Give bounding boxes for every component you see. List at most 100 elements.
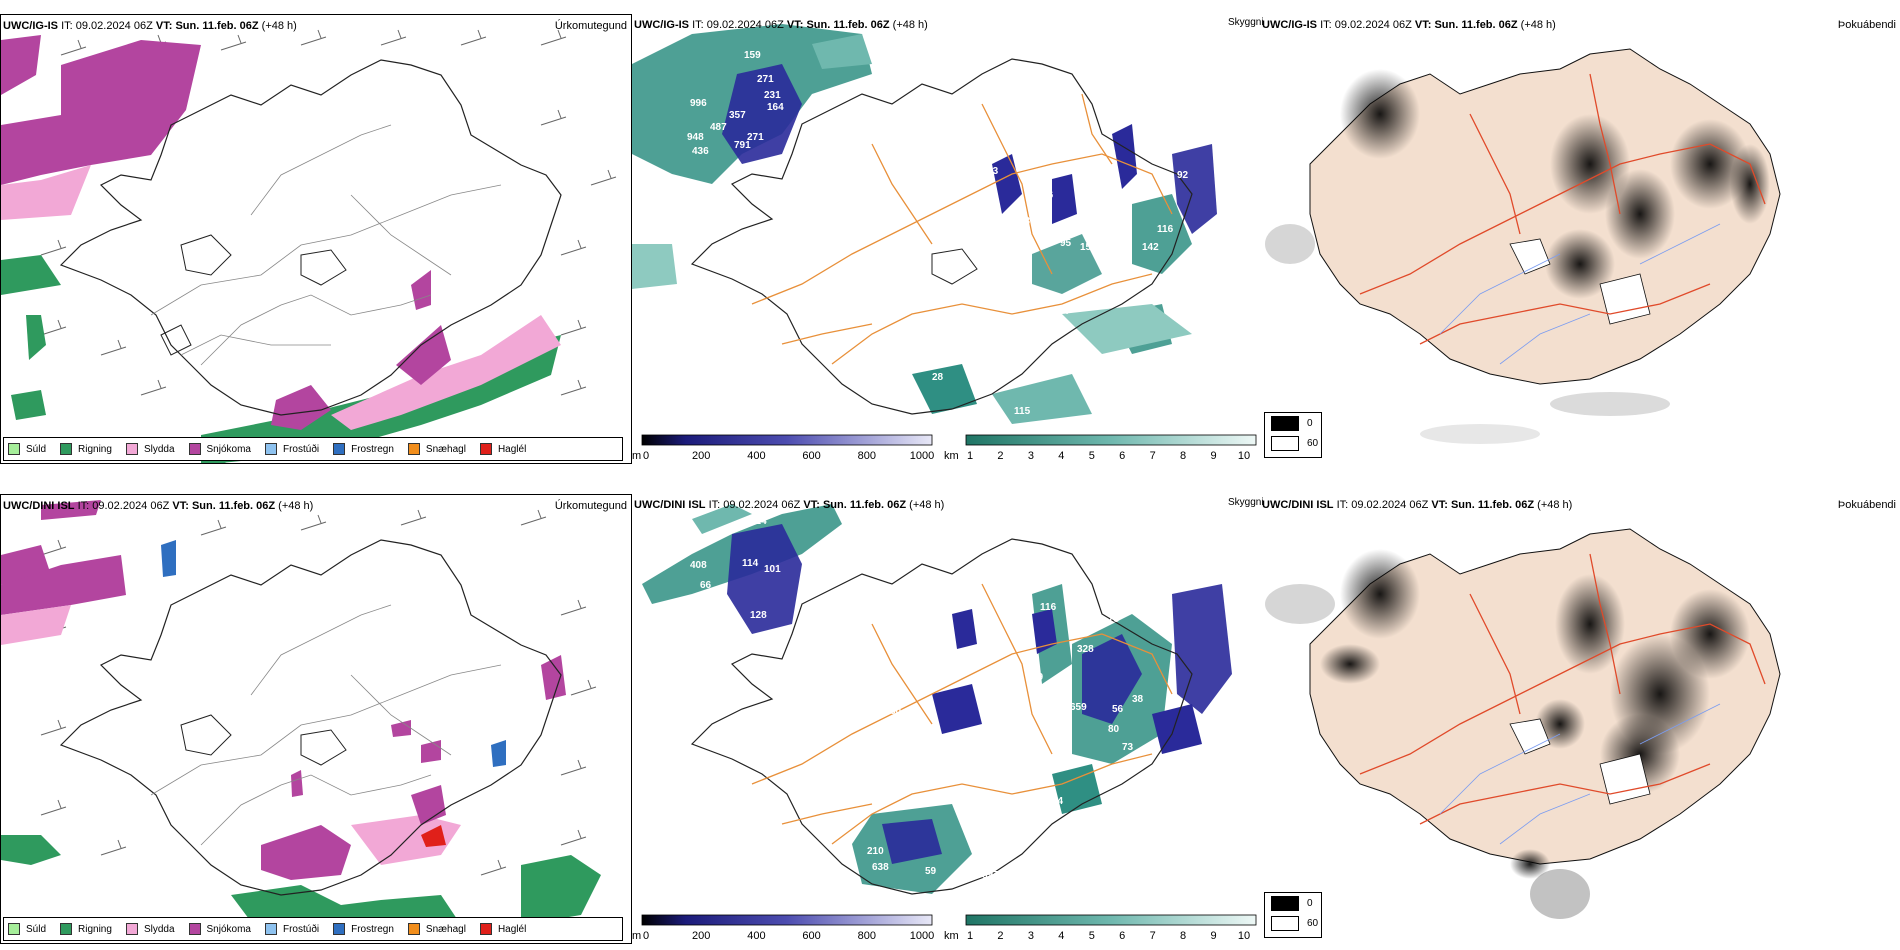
ceiling-value-label: 897 <box>982 870 999 881</box>
ceiling-value-label: 357 <box>729 110 746 121</box>
panel-label: Úrkomutegund <box>554 20 627 32</box>
ceiling-value-label: 78 <box>1108 614 1120 625</box>
ceiling-value-label: 124 <box>750 516 767 527</box>
legend-label: Frostregn <box>351 923 394 935</box>
colorbar-tick-label: 0 <box>642 930 650 942</box>
ceiling-value-label: 116 <box>1040 602 1057 613</box>
visibility-unit: km <box>944 930 959 942</box>
legend-swatch <box>188 443 201 455</box>
ceiling-value-label: 231 <box>764 90 781 101</box>
precip-map-top <box>1 29 617 463</box>
cloud-legend-bottom: 0 60 <box>1264 892 1322 938</box>
ceiling-value-label: 328 <box>1077 644 1094 655</box>
ceiling-value-label: 254 <box>1052 306 1069 317</box>
colorbar-tick-label: 2 <box>997 930 1004 942</box>
ceiling-value-label: 73 <box>1122 742 1134 753</box>
ceiling-colorbar-bottom: m 0 200 400 600 800 1000 <box>632 914 942 944</box>
legend-item: Slydda <box>125 923 175 935</box>
ceiling-value-label: 791 <box>734 140 751 151</box>
panel-title: UWC/DINI ISL IT: 09.02.2024 06Z VT: Sun.… <box>3 500 314 512</box>
ceiling-map-bottom: 124 408 114 101 66 128 95 116 78 328 80 59 95 659 56 38… <box>642 504 1232 895</box>
colorbar-tick-label: 7 <box>1149 450 1156 462</box>
colorbar-tick-label: 10 <box>1237 930 1251 942</box>
corner-label-top: Skyggni <box>1228 17 1264 28</box>
colorbar-tick-label: 1 <box>966 930 974 942</box>
ceiling-value-label: 408 <box>690 560 707 571</box>
ceiling-value-label: 271 <box>757 74 774 85</box>
panel-title: UWC/DINI ISL IT: 09.02.2024 06Z VT: Sun.… <box>1262 499 1573 511</box>
legend-swatch <box>333 923 346 935</box>
panel-precip-type-top: UWC/IG-IS IT: 09.02.2024 06Z VT: Sun. 11… <box>0 14 632 464</box>
colorbar-tick-label: 5 <box>1088 930 1095 942</box>
legend-item: Rigning <box>60 923 112 935</box>
colorbar-tick-label: 1000 <box>909 930 935 942</box>
visibility-colorbar-bottom: km 1 2 3 4 5 6 7 8 9 10 <box>944 914 1260 944</box>
legend-swatch <box>479 923 492 935</box>
legend-item: Snjókoma <box>188 923 251 935</box>
colorbar-tick-label: 3 <box>1027 930 1034 942</box>
ceiling-value-label: 80 <box>1108 724 1120 735</box>
legend-item: Súld <box>8 923 46 935</box>
panel-title: UWC/IG-IS IT: 09.02.2024 06Z VT: Sun. 11… <box>1262 19 1556 31</box>
panel-label: Þokuábendi <box>1837 499 1896 511</box>
colorbar-tick-label: 10 <box>1237 450 1251 462</box>
legend-item: Haglél <box>479 443 526 455</box>
panel-fog-bottom: UWC/DINI ISL IT: 09.02.2024 06Z VT: Sun.… <box>1260 494 1900 944</box>
legend-label: Frostúði <box>282 443 320 455</box>
colorbar-tick-label: 5 <box>1088 450 1095 462</box>
ceiling-value-label: 142 <box>1142 242 1159 253</box>
roads <box>751 583 1173 845</box>
legend-item: Snæhagl <box>407 443 466 455</box>
colorbar-tick-label: 800 <box>857 450 876 462</box>
colorbar-tick-label: 1 <box>966 450 974 462</box>
legend-swatch <box>407 443 420 455</box>
colorbar-tick-label: 9 <box>1210 450 1217 462</box>
colorbar-tick-label: 600 <box>802 930 821 942</box>
roads <box>751 93 1173 365</box>
rivers <box>1439 223 1721 365</box>
cloud-legend-swatch <box>1271 915 1299 931</box>
ceiling-value-label: 80 <box>890 706 902 717</box>
ceiling-value-label: 92 <box>1177 170 1189 181</box>
ceiling-value-label: 128 <box>750 610 767 621</box>
cloud-legend-item: 0 <box>1265 413 1321 433</box>
colorbar-tick-label: 1000 <box>909 450 935 462</box>
legend-item: Súld <box>8 443 46 455</box>
colorbar-tick-label: 200 <box>692 450 711 462</box>
visibility-unit: km <box>944 450 959 462</box>
wind-barbs <box>40 509 597 876</box>
legend-label: Rigning <box>78 923 112 935</box>
legend-item: Frostúði <box>264 443 320 455</box>
legend-label: Snæhagl <box>425 443 466 455</box>
legend-item: Slydda <box>125 443 175 455</box>
colorbar-tick-label: 9 <box>1210 930 1217 942</box>
ceiling-value-label: 54 <box>1052 796 1064 807</box>
visibility-colorbar-top: km 1 2 3 4 5 6 7 8 9 10 <box>944 434 1260 464</box>
ceiling-value-label: 159 <box>744 50 761 61</box>
ceiling-value-label: 436 <box>692 146 709 157</box>
legend-swatch <box>8 443 20 455</box>
precip-map-bottom <box>1 500 601 940</box>
ceiling-value-label: 59 <box>925 866 937 877</box>
ceiling-colorbar-gradient <box>641 434 933 446</box>
coastline <box>59 59 562 416</box>
fog-map-top <box>1265 48 1781 444</box>
ceiling-value-label: 116 <box>1157 224 1174 235</box>
ceiling-value-label: 487 <box>710 122 727 133</box>
ceiling-colorbar-gradient <box>641 914 933 926</box>
ceiling-value-label: 976 <box>975 848 992 859</box>
ceiling-value-label: 115 <box>1014 406 1031 417</box>
cloud-legend-label: 0 <box>1307 417 1313 429</box>
colorbar-tick-label: 7 <box>1149 930 1156 942</box>
legend-label: Slydda <box>143 923 175 935</box>
ceiling-value-label: 659 <box>1070 702 1087 713</box>
ceiling-value-label: 56 <box>1112 704 1124 715</box>
panel-fog-top: UWC/IG-IS IT: 09.02.2024 06Z VT: Sun. 11… <box>1260 14 1900 464</box>
cloud-legend-label: 60 <box>1307 437 1319 449</box>
legend-label: Frostúði <box>282 923 320 935</box>
legend-swatch <box>60 443 73 455</box>
cloud-legend-swatch <box>1271 435 1299 451</box>
corner-label-bottom: Skyggni <box>1228 497 1264 508</box>
panel-ceiling-bottom: 124 408 114 101 66 128 95 116 78 328 80 59 95 659 56 38… <box>632 494 1260 944</box>
